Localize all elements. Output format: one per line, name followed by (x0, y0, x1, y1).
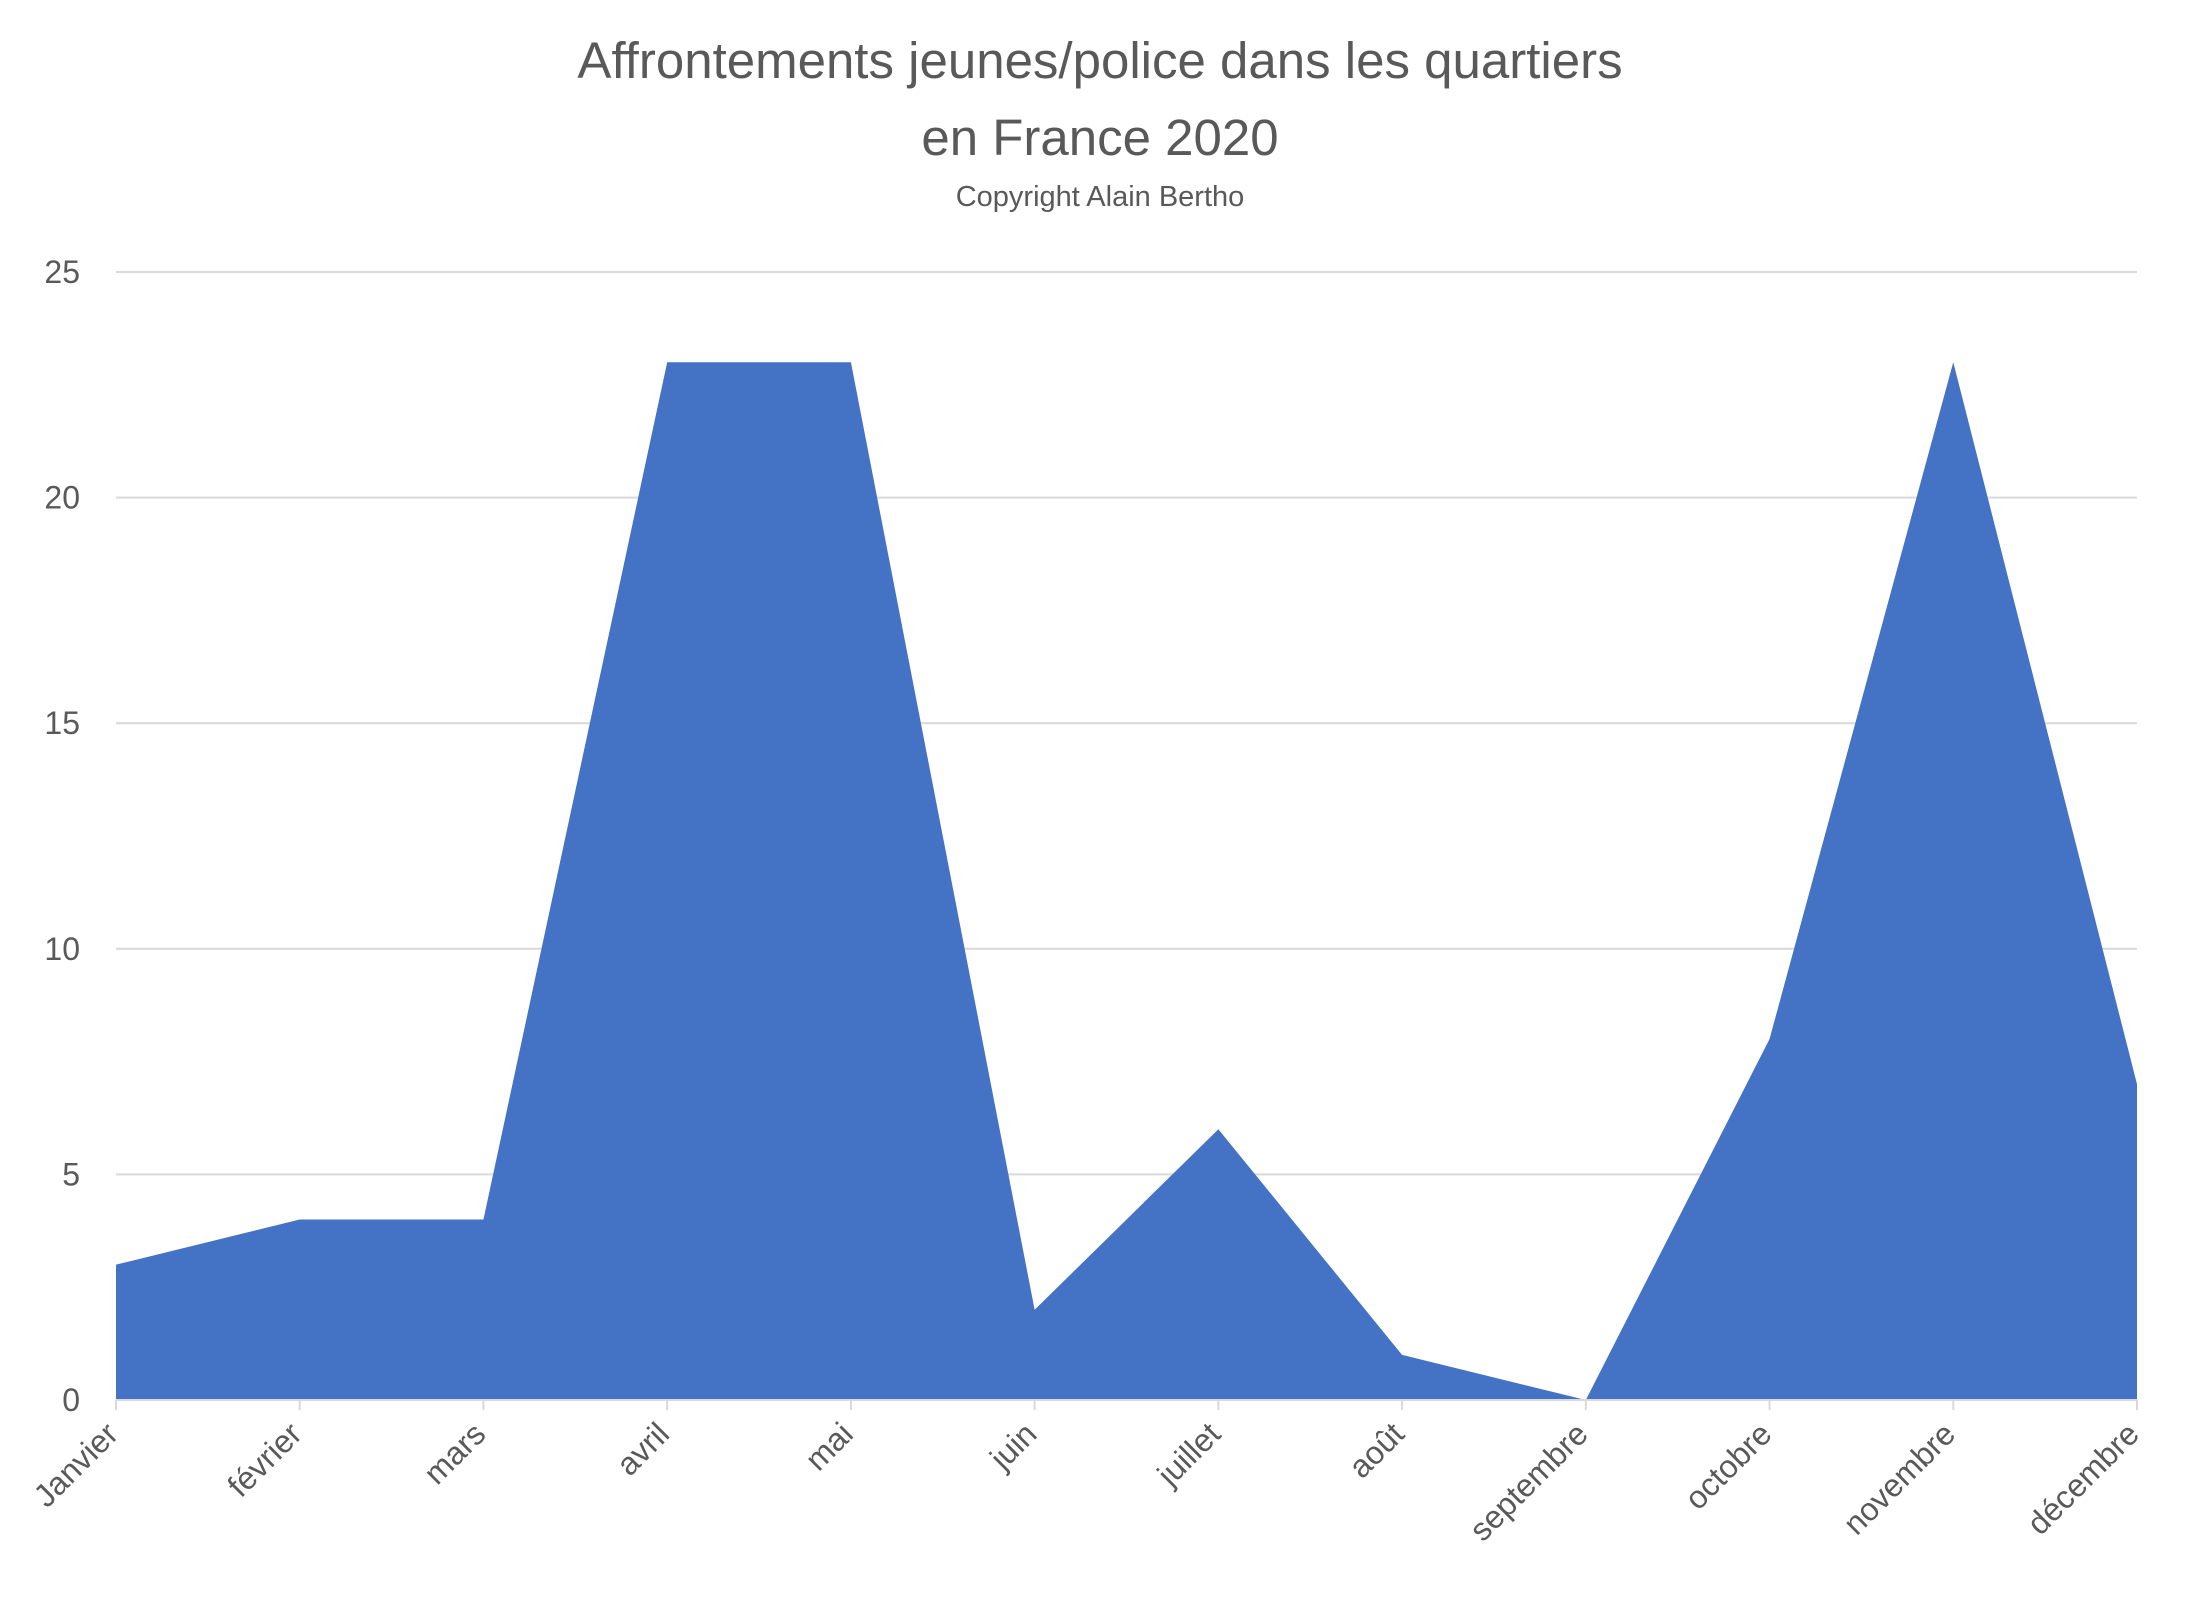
y-tick-label-25: 25 (44, 254, 80, 290)
data-point-1 (299, 1219, 300, 1220)
data-point-10 (1953, 362, 1954, 363)
y-tick-label-0: 0 (62, 1382, 80, 1418)
data-point-0 (116, 1264, 117, 1265)
x-tick-label-10: novembre (1836, 1415, 1962, 1541)
y-tick-label-15: 15 (44, 705, 80, 741)
x-tick-label-7: août (1342, 1415, 1412, 1485)
data-point-4 (850, 362, 851, 363)
data-point-2 (483, 1219, 484, 1220)
x-axis-tick-labels: Janvier février mars avril mai juin juillet aoû… (27, 1415, 2146, 1548)
x-tick-label-6: juillet (1150, 1415, 1228, 1493)
data-point-11 (2137, 1084, 2138, 1085)
data-point-7 (1402, 1354, 1403, 1355)
x-tick-label-8: septembre (1462, 1415, 1594, 1547)
y-axis-tick-labels: 0 5 10 15 20 25 (44, 254, 80, 1418)
chart-title-line-1: Affrontements jeunes/police dans les qua… (577, 32, 1622, 89)
x-tick-label-0: Janvier (27, 1415, 126, 1514)
x-tick-label-5: juin (982, 1415, 1043, 1476)
chart-title-line-2: en France 2020 (921, 109, 1278, 166)
x-tick-label-11: décembre (2020, 1415, 2146, 1541)
data-point-3 (667, 362, 668, 363)
x-tick-label-1: février (220, 1415, 309, 1504)
x-tick-label-3: avril (609, 1415, 676, 1482)
y-tick-label-10: 10 (44, 931, 80, 967)
x-tick-label-9: octobre (1678, 1415, 1779, 1516)
data-point-9 (1769, 1039, 1770, 1040)
x-axis (115, 1399, 2138, 1410)
y-tick-label-20: 20 (44, 480, 80, 516)
data-point-5 (1034, 1309, 1035, 1310)
plot-area (116, 362, 2138, 1400)
y-tick-label-5: 5 (62, 1156, 80, 1192)
area-series (116, 362, 2137, 1400)
data-point-6 (1218, 1129, 1219, 1130)
x-tick-label-2: mars (417, 1415, 493, 1491)
chart-subtitle: Copyright Alain Bertho (956, 181, 1245, 213)
x-tick-label-4: mai (798, 1415, 860, 1477)
